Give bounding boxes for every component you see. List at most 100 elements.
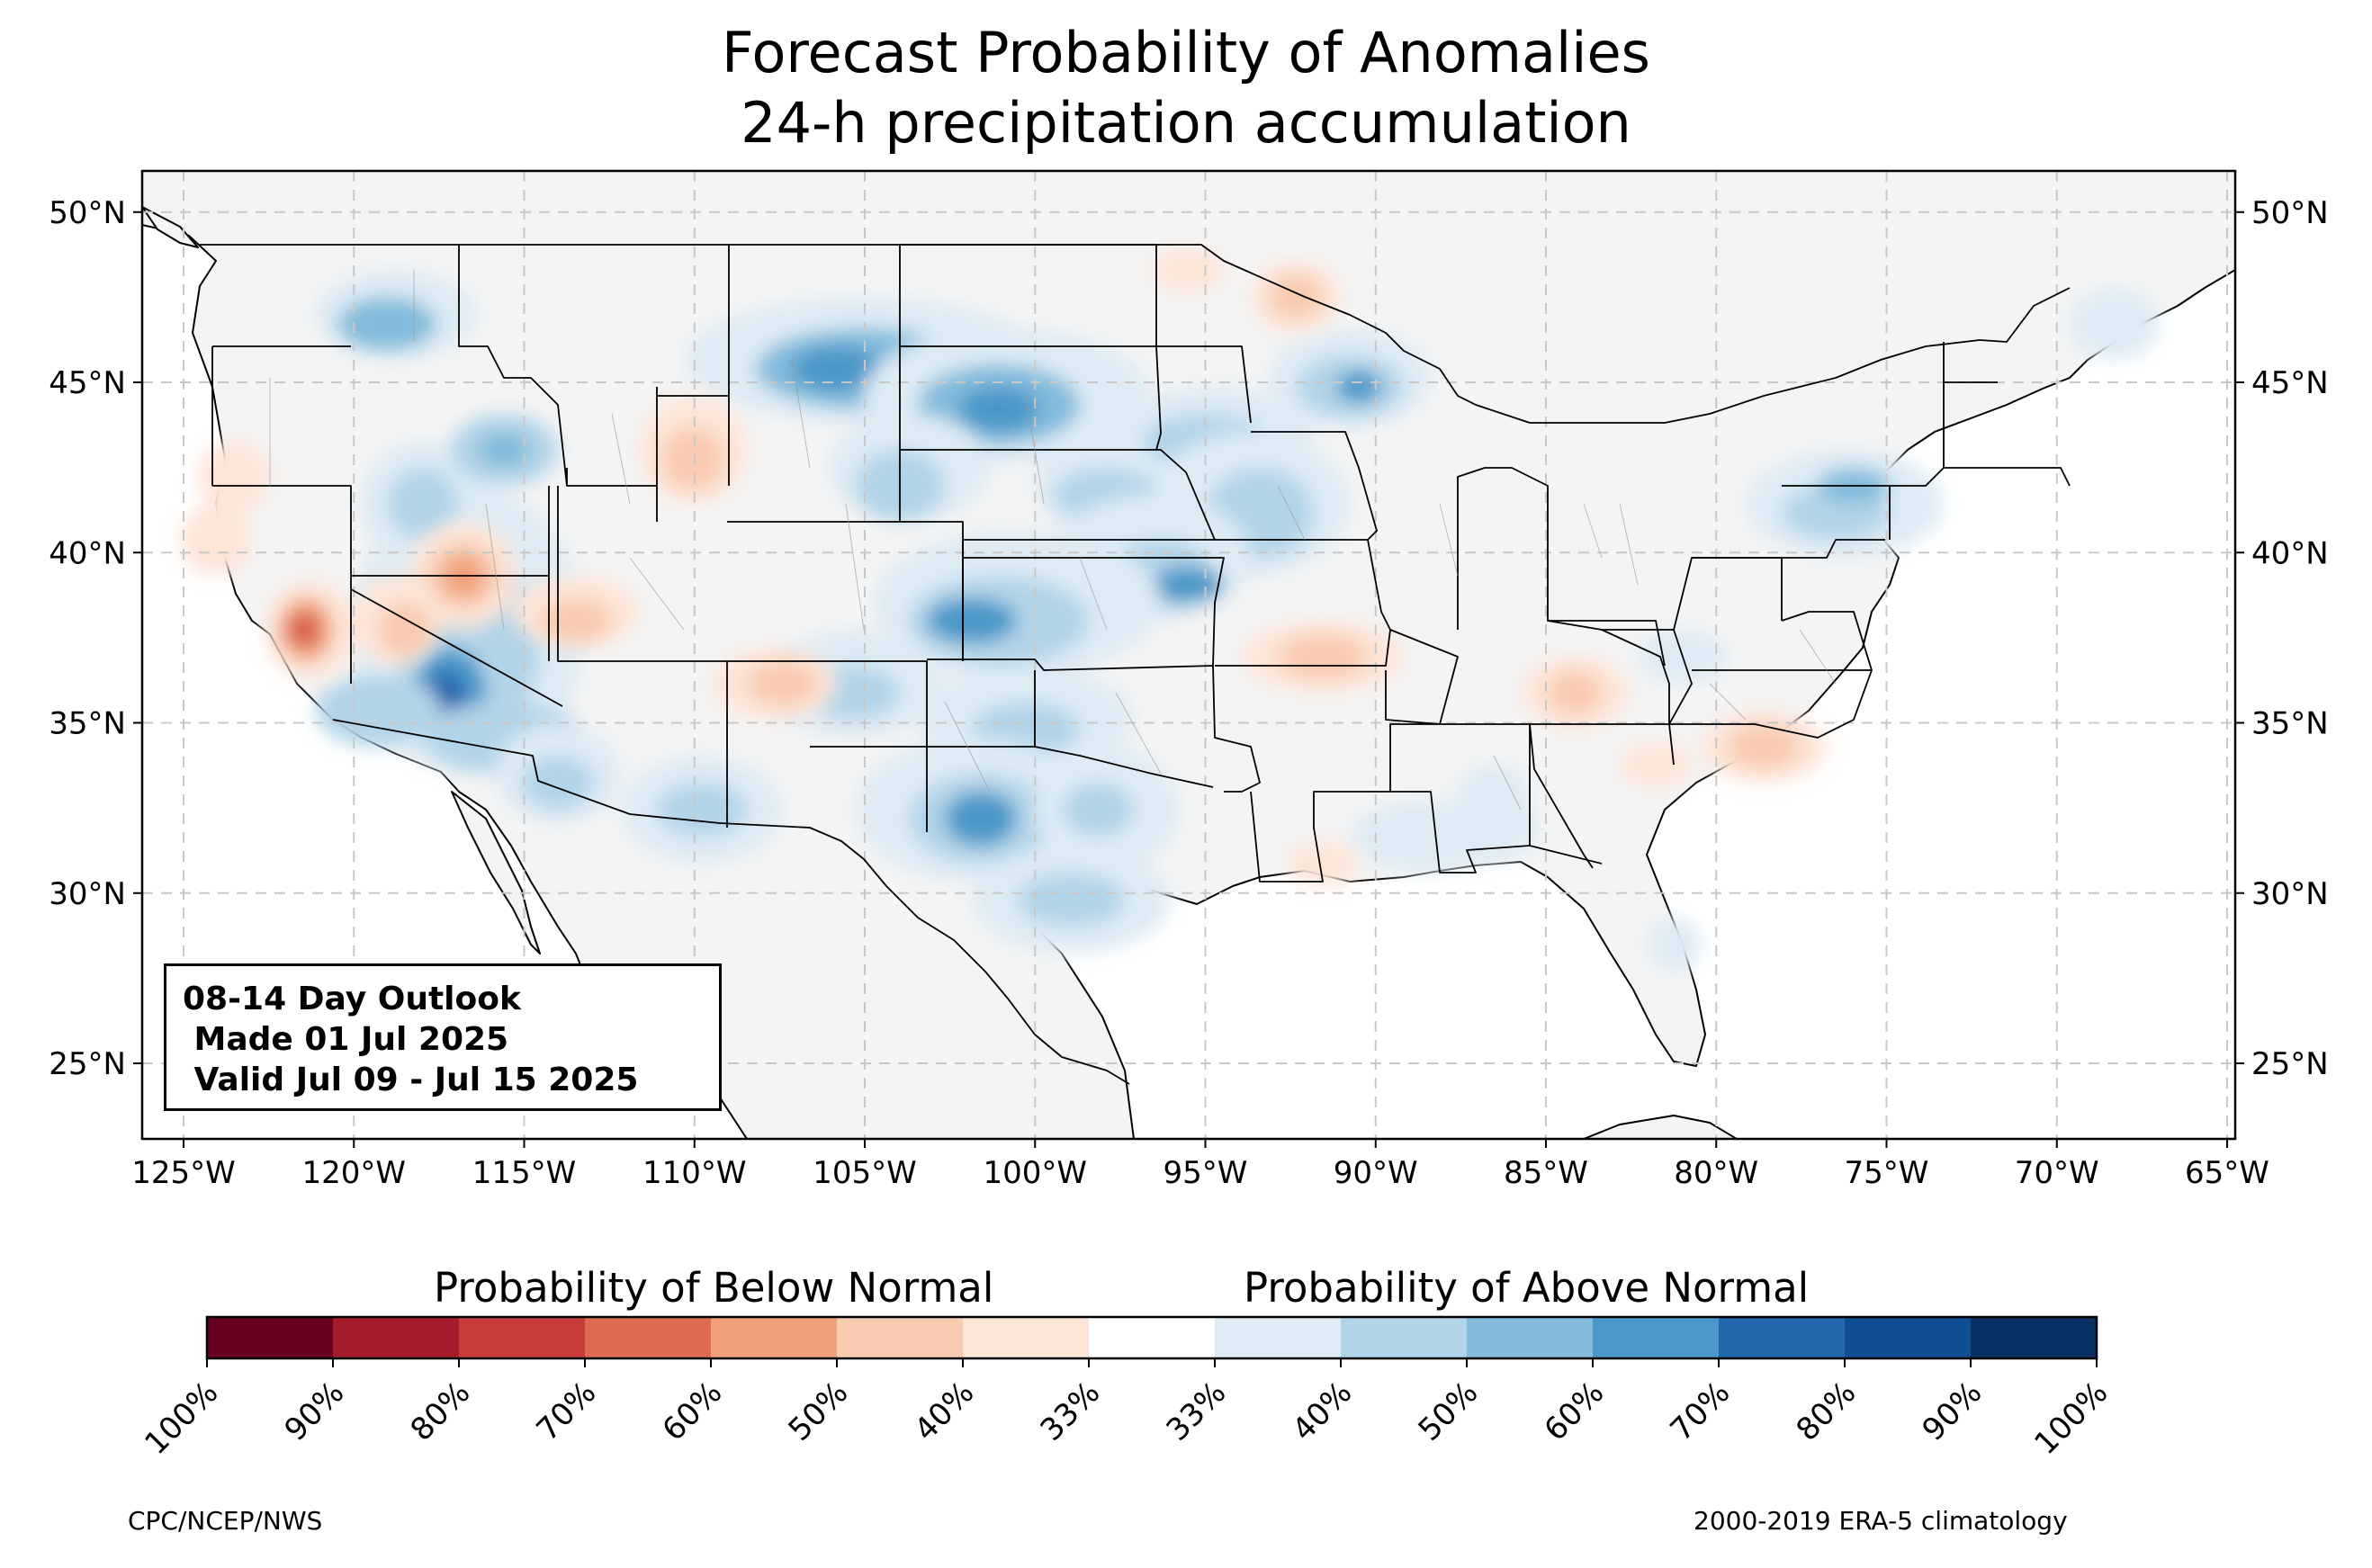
colorbar-swatch	[1719, 1317, 1846, 1358]
colorbar-tick-label: 60%	[656, 1375, 730, 1448]
colorbar-tick-label: 80%	[404, 1375, 478, 1448]
longitude-label: 70°W	[2015, 1155, 2099, 1191]
colorbar-swatch	[585, 1317, 712, 1358]
colorbar-swatch	[1593, 1317, 1720, 1358]
below-normal-area	[661, 427, 724, 490]
outlook-info-box: 08-14 Day Outlook Made 01 Jul 2025 Valid…	[164, 963, 722, 1111]
us-canada-border	[200, 244, 2071, 424]
us-mexico-border	[332, 719, 1130, 1085]
above-normal-area	[337, 297, 436, 351]
above-normal-area	[1647, 918, 1701, 972]
above-normal-area	[927, 598, 1017, 643]
colorbar-frame	[205, 1315, 2098, 1360]
latitude-labels-left: 50°N 45°N 40°N 35°N 30°N 25°N	[49, 195, 126, 1082]
colorbar-swatch	[333, 1317, 460, 1358]
state-lines-plains	[810, 244, 1261, 793]
longitude-label: 115°W	[472, 1155, 577, 1191]
latitude-label: 25°N	[2251, 1046, 2329, 1082]
colorbar-swatch	[837, 1317, 964, 1358]
colorbar	[205, 1315, 2098, 1360]
below-normal-area	[1269, 274, 1323, 319]
longitude-label: 65°W	[2185, 1155, 2269, 1191]
latitude-label: 35°N	[49, 706, 126, 742]
below-normal-area	[180, 504, 252, 576]
latitude-label: 30°N	[2251, 876, 2329, 912]
above-normal-area	[1458, 765, 1530, 819]
baja-peninsula	[451, 791, 541, 954]
colorbar-tick-label: 100%	[2027, 1375, 2115, 1462]
below-normal-area	[1548, 670, 1602, 715]
latitude-label: 50°N	[2251, 195, 2329, 231]
valid-date-range: Valid Jul 09 - Jul 15 2025	[183, 1062, 639, 1098]
latitude-label: 45°N	[49, 365, 126, 401]
map-frame	[140, 169, 2237, 1141]
latitude-label: 45°N	[2251, 365, 2329, 401]
colorbar-above-label: Probability of Above Normal	[1244, 1264, 1810, 1312]
above-normal-area	[792, 346, 882, 391]
longitude-label: 105°W	[813, 1155, 917, 1191]
below-normal-area	[297, 623, 311, 637]
cuba-island	[1583, 1115, 1738, 1139]
longitude-labels: 125°W 120°W 115°W 110°W 105°W 100°W 95°W 90°W 85…	[131, 1155, 2269, 1191]
colorbar-swatch	[711, 1317, 838, 1358]
colorbar-tick-label: 40%	[908, 1375, 982, 1448]
above-normal-area	[522, 756, 594, 810]
longitude-label: 120°W	[301, 1155, 406, 1191]
longitude-label: 110°W	[642, 1155, 747, 1191]
below-normal-area	[1287, 841, 1359, 886]
colorbar-swatch	[1089, 1317, 1216, 1358]
above-normal-area	[1336, 371, 1381, 403]
colorbar-swatch	[459, 1317, 586, 1358]
map-content	[142, 171, 2235, 1139]
longitude-label: 85°W	[1504, 1155, 1588, 1191]
latitude-label: 30°N	[49, 876, 126, 912]
county-lines	[269, 270, 1837, 811]
below-normal-area	[1620, 742, 1692, 787]
longitude-label: 100°W	[983, 1155, 1087, 1191]
latitude-labels-right: 50°N 45°N 40°N 35°N 30°N 25°N	[2251, 195, 2329, 1082]
above-normal-area	[477, 432, 531, 468]
colorbar-below-label: Probability of Below Normal	[434, 1264, 994, 1312]
colorbar-swatch	[1467, 1317, 1594, 1358]
latitude-label: 25°N	[49, 1046, 126, 1082]
below-normal-area	[747, 661, 819, 706]
below-normal-area	[1278, 634, 1368, 679]
footer-climatology: 2000-2019 ERA-5 climatology	[1694, 1506, 2068, 1536]
longitude-label: 95°W	[1164, 1155, 1248, 1191]
longitude-label: 125°W	[131, 1155, 236, 1191]
map-title: Forecast Probability of Anomalies	[722, 20, 1650, 85]
outlook-period: 08-14 Day Outlook	[183, 981, 521, 1017]
latitude-label: 50°N	[49, 195, 126, 231]
below-normal-area	[198, 441, 270, 513]
colorbar-tick-label: 60%	[1538, 1375, 1612, 1448]
colorbar-tick-label: 80%	[1790, 1375, 1864, 1448]
colorbar-tick-labels: 100% 90% 80% 70% 60% 50% 40% 33% 33% 40% 50% 60% 70%…	[138, 1358, 2115, 1462]
boundaries	[200, 244, 2071, 1085]
latitude-label: 40°N	[49, 535, 126, 571]
below-normal-area	[1728, 724, 1800, 769]
below-normal-area	[378, 603, 432, 657]
below-normal-area	[1152, 247, 1224, 292]
above-normal-area	[657, 783, 747, 837]
colorbar-swatch	[207, 1317, 334, 1358]
above-normal-area	[2070, 288, 2160, 360]
map-subtitle: 24-h precipitation accumulation	[741, 90, 1631, 156]
colorbar-swatch	[1971, 1317, 2098, 1358]
footer-agency: CPC/NCEP/NWS	[128, 1506, 323, 1536]
above-normal-area	[315, 675, 441, 747]
state-lines-west	[211, 245, 1162, 832]
colorbar-tick-label: 50%	[1412, 1375, 1486, 1448]
state-lines-east	[1529, 342, 2071, 869]
above-normal-area	[387, 468, 459, 540]
above-normal-area	[958, 387, 1039, 432]
latitude-label: 40°N	[2251, 535, 2329, 571]
colorbar-swatch	[963, 1317, 1090, 1358]
above-normal-area	[945, 792, 1017, 846]
latitude-label: 35°N	[2251, 706, 2329, 742]
above-normal-area	[1017, 873, 1125, 927]
above-normal-area	[1152, 567, 1224, 603]
colorbar-tick-label: 40%	[1286, 1375, 1360, 1448]
colorbar-tick-label: 50%	[782, 1375, 856, 1448]
above-normal-area	[1062, 783, 1134, 837]
